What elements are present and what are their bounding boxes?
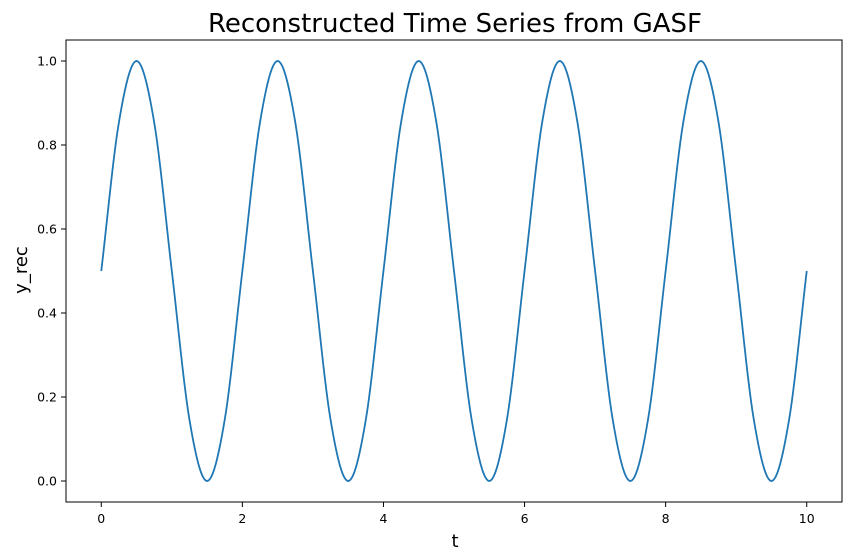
x-tick-label: 6: [521, 511, 529, 526]
y-axis-ticks: 0.0 0.2 0.4 0.6 0.8 1.0: [37, 54, 66, 489]
y-tick-label: 0.4: [37, 306, 57, 321]
y-tick-label: 0.6: [37, 222, 57, 237]
x-tick-label: 0: [97, 511, 105, 526]
x-tick-label: 10: [799, 511, 815, 526]
y-tick-label: 0.0: [37, 474, 57, 489]
series-line: [100, 60, 808, 482]
plot-frame: [65, 39, 843, 503]
x-axis-ticks: 0 2 4 6 8 10: [97, 502, 815, 526]
y-axis-label: y_rec: [11, 246, 32, 294]
plot-area: [65, 39, 843, 503]
y-tick-label: 0.2: [37, 390, 57, 405]
x-tick-label: 8: [662, 511, 670, 526]
y-tick-label: 0.8: [37, 138, 57, 153]
chart-title: Reconstructed Time Series from GASF: [208, 9, 702, 39]
x-axis-label: t: [451, 531, 458, 552]
x-tick-label: 4: [379, 511, 387, 526]
y-tick-label: 1.0: [37, 54, 57, 69]
x-tick-label: 2: [238, 511, 246, 526]
